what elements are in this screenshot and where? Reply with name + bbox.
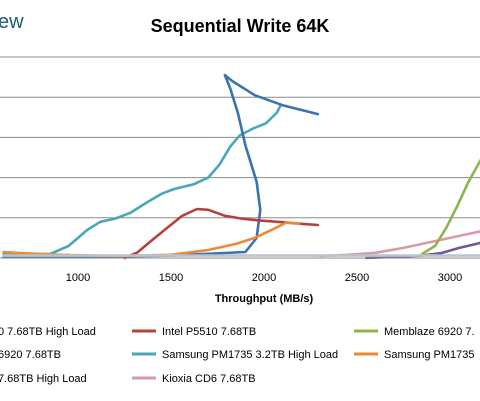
grid-lines xyxy=(0,56,480,219)
legend-label: 0 7.68TB High Load xyxy=(0,326,96,338)
legend-item: Kioxia CD6 7.68TB xyxy=(132,373,256,385)
legend-item: 6920 7.68TB xyxy=(0,349,61,361)
legend-item: 7.68TB High Load xyxy=(0,373,87,385)
legend-item: Samsung PM1735 xyxy=(354,349,475,361)
legend-label: Samsung PM1735 xyxy=(384,349,475,361)
series-line-3 xyxy=(123,207,320,260)
series-line-1 xyxy=(2,103,282,256)
x-tick-label: 1500 xyxy=(159,272,183,284)
legend-item: Samsung PM1735 3.2TB High Load xyxy=(132,349,338,361)
series-lines xyxy=(2,73,480,260)
legend-label: 6920 7.68TB xyxy=(0,349,61,361)
x-tick-labels: 1000 1500 2000 2500 3000 xyxy=(66,272,462,284)
x-tick-label: 2500 xyxy=(345,272,369,284)
legend-label: Samsung PM1735 3.2TB High Load xyxy=(162,349,338,361)
legend-label: 7.68TB High Load xyxy=(0,373,87,385)
legend: 0 7.68TB High Load Intel P5510 7.68TB Memb… xyxy=(0,326,475,385)
legend-label: Intel P5510 7.68TB xyxy=(162,326,256,338)
series-line-5 xyxy=(318,230,480,258)
x-axis-label: Throughput (MB/s) xyxy=(215,293,314,305)
x-tick-label: 3000 xyxy=(438,272,462,284)
legend-item: 0 7.68TB High Load xyxy=(0,326,96,338)
legend-label: Kioxia CD6 7.68TB xyxy=(162,373,256,385)
legend-item: Intel P5510 7.68TB xyxy=(132,326,256,338)
legend-label: Memblaze 6920 7. xyxy=(384,326,475,338)
x-tick-label: 1000 xyxy=(66,272,90,284)
x-tick-label: 2000 xyxy=(252,272,276,284)
chart-title: Sequential Write 64K xyxy=(151,16,330,36)
brand-text: ew xyxy=(0,11,24,33)
series-line-4 xyxy=(2,221,301,258)
legend-item: Memblaze 6920 7. xyxy=(354,326,475,338)
